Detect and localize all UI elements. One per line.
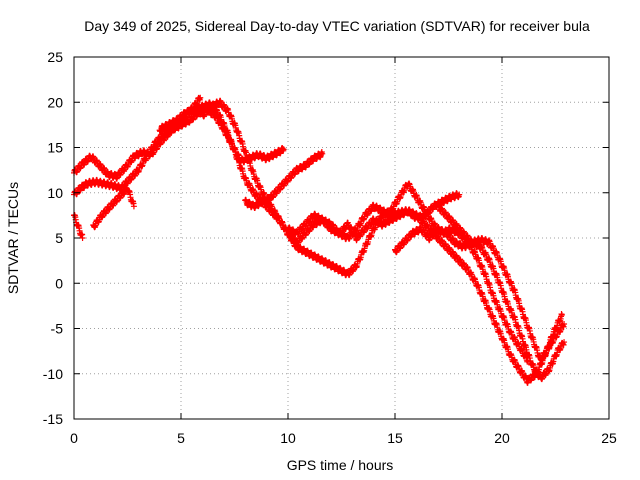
series-track-10	[434, 201, 568, 364]
x-tick-label: 20	[494, 430, 510, 446]
data-point	[561, 339, 568, 346]
data-point	[319, 150, 326, 157]
data-point	[197, 94, 204, 101]
data-point	[561, 320, 568, 327]
data-point	[558, 311, 565, 318]
x-tick-label: 25	[601, 430, 617, 446]
y-tick-label: 20	[47, 94, 63, 110]
data-point	[79, 235, 86, 241]
data-point	[280, 146, 287, 153]
chart-title: Day 349 of 2025, Sidereal Day-to-day VTE…	[84, 18, 590, 34]
series-track-7	[242, 148, 326, 212]
y-tick-label: 0	[55, 275, 63, 291]
x-tick-label: 5	[177, 430, 185, 446]
x-tick-label: 15	[387, 430, 403, 446]
series-track-4	[90, 184, 137, 231]
y-tick-label: 25	[47, 49, 63, 65]
y-tick-label: 10	[47, 185, 63, 201]
y-tick-label: -15	[43, 411, 63, 427]
series-track-6	[199, 97, 531, 365]
y-tick-label: -10	[43, 366, 63, 382]
y-tick-label: 15	[47, 140, 63, 156]
axis-ticks: 0 5 10 15 20 25 -15 -10 -5 0 5 10 15 20 25	[43, 49, 617, 446]
y-axis-label: SDTVAR / TECUs	[5, 182, 21, 294]
y-tick-label: 5	[55, 230, 63, 246]
data-point	[456, 191, 463, 198]
x-axis-label: GPS time / hours	[287, 457, 394, 473]
x-tick-label: 0	[70, 430, 78, 446]
y-tick-label: -5	[51, 321, 64, 337]
data-point	[130, 203, 137, 210]
x-tick-label: 10	[280, 430, 296, 446]
series-track-9	[392, 223, 568, 383]
plot-area	[71, 94, 568, 386]
